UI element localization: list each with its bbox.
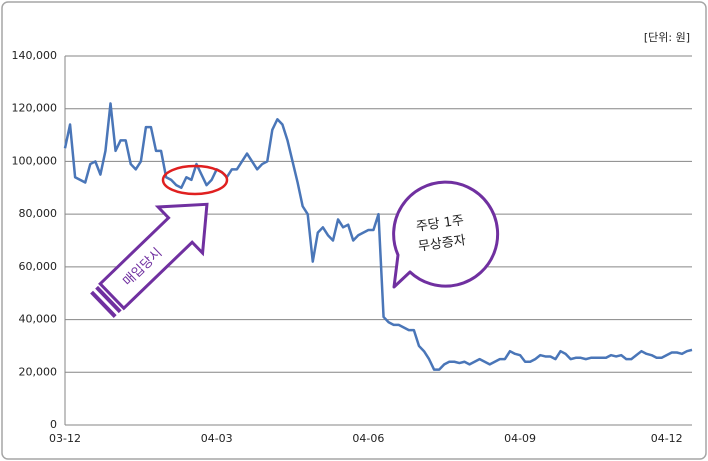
x-tick-label: 04-06 (352, 432, 384, 445)
y-tick-label: 100,000 (12, 154, 58, 167)
plot-area: 0 20,000 40,000 60,000 80,000 100,000 120,000 1… (12, 49, 693, 445)
speech-bubble: 주당 1주 무상증자 (392, 180, 500, 289)
x-tick-label: 04-09 (504, 432, 536, 445)
annotation-line: 주당 1주 (415, 213, 465, 235)
y-tick-label: 0 (50, 418, 57, 431)
y-tick-label: 40,000 (19, 313, 58, 326)
unit-label: [단위: 원] (644, 31, 690, 44)
y-tick-label: 60,000 (19, 260, 58, 273)
annotation-line: 무상증자 (417, 233, 467, 255)
y-tick-label: 120,000 (12, 102, 58, 115)
x-tick-label: 04-03 (201, 432, 233, 445)
highlight-ellipse (161, 164, 229, 196)
price-line (63, 102, 693, 371)
y-tick-label: 80,000 (19, 207, 58, 220)
x-tick-label: 04-12 (651, 432, 683, 445)
y-tick-label: 140,000 (12, 49, 58, 62)
y-tick-label: 20,000 (19, 365, 58, 378)
x-tick-label: 03-12 (49, 432, 81, 445)
purchase-arrow: 매입당시 (90, 202, 209, 318)
